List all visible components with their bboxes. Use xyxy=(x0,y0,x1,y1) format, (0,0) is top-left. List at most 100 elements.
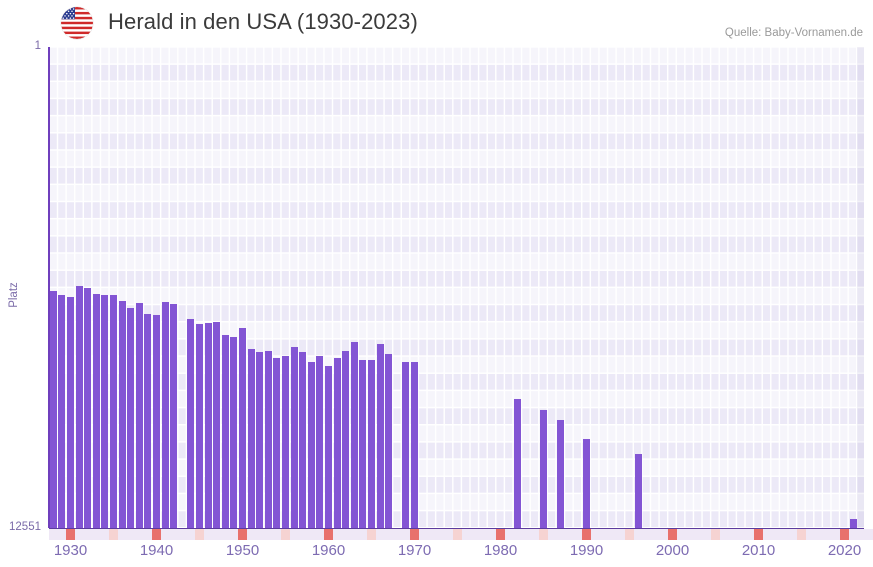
bar-2021[interactable] xyxy=(849,519,857,528)
bar-1951[interactable] xyxy=(247,348,255,528)
bar-1961[interactable] xyxy=(333,357,341,528)
x-tick-1995 xyxy=(625,529,634,540)
x-tick-1984 xyxy=(530,529,540,540)
x-tick-1952 xyxy=(255,529,264,540)
bar-1996[interactable] xyxy=(634,454,642,528)
x-tick-1964 xyxy=(358,529,368,540)
bar-1950[interactable] xyxy=(239,327,246,528)
x-tick-1955 xyxy=(281,529,290,540)
x-tick-1944 xyxy=(186,529,196,540)
bar-1967[interactable] xyxy=(385,353,393,528)
bar-1970[interactable] xyxy=(411,361,418,528)
bar-1952[interactable] xyxy=(256,351,264,528)
x-tick-1956 xyxy=(289,529,299,540)
x-axis-ticks xyxy=(0,529,873,541)
x-tick-1961 xyxy=(332,529,342,540)
bar-1933[interactable] xyxy=(92,294,100,528)
source-note: Quelle: Baby-Vornamen.de xyxy=(724,27,863,39)
bar-1945[interactable] xyxy=(196,324,203,528)
x-tick-1951 xyxy=(246,529,256,540)
bar-1947[interactable] xyxy=(213,321,221,528)
x-tick-1949 xyxy=(229,529,239,540)
x-axis-label-2000: 2000 xyxy=(655,542,690,559)
x-tick-1932 xyxy=(83,529,92,540)
x-tick-1972 xyxy=(427,529,436,540)
x-tick-2019 xyxy=(831,529,841,540)
bar-1939[interactable] xyxy=(144,314,152,528)
bar-1955[interactable] xyxy=(282,356,289,528)
bar-1949[interactable] xyxy=(230,337,238,528)
bar-1940[interactable] xyxy=(153,314,160,528)
x-axis-label-1930: 1930 xyxy=(53,542,88,559)
bar-1956[interactable] xyxy=(290,347,298,528)
x-tick-2014 xyxy=(788,529,798,540)
x-axis-line xyxy=(49,528,864,530)
x-tick-1966 xyxy=(375,529,385,540)
bar-1959[interactable] xyxy=(316,356,324,528)
x-tick-2018 xyxy=(823,529,832,540)
bar-1942[interactable] xyxy=(170,304,178,528)
bar-1941[interactable] xyxy=(161,302,169,528)
bar-1935[interactable] xyxy=(110,294,117,528)
bar-1985[interactable] xyxy=(540,410,547,528)
x-tick-1957 xyxy=(298,529,307,540)
x-tick-2009 xyxy=(745,529,755,540)
x-tick-1970 xyxy=(410,529,419,540)
bar-1957[interactable] xyxy=(299,351,307,528)
bar-1963[interactable] xyxy=(350,342,358,528)
x-tick-1948 xyxy=(221,529,230,540)
bar-1954[interactable] xyxy=(273,358,281,528)
bar-1982[interactable] xyxy=(514,398,522,528)
x-axis-label-1990: 1990 xyxy=(569,542,604,559)
bar-1931[interactable] xyxy=(75,286,83,528)
x-tick-2001 xyxy=(676,529,686,540)
bar-1932[interactable] xyxy=(84,288,92,528)
x-tick-2023 xyxy=(866,529,873,540)
x-axis-label-1960: 1960 xyxy=(311,542,346,559)
x-tick-1988 xyxy=(565,529,574,540)
bar-1990[interactable] xyxy=(583,439,590,528)
x-tick-1983 xyxy=(522,529,531,540)
x-tick-1974 xyxy=(444,529,454,540)
x-tick-2022 xyxy=(857,529,866,540)
bar-1966[interactable] xyxy=(376,344,384,528)
x-tick-1977 xyxy=(470,529,479,540)
bar-1958[interactable] xyxy=(307,362,315,528)
x-tick-1979 xyxy=(487,529,497,540)
bar-1987[interactable] xyxy=(557,419,565,528)
x-tick-1930 xyxy=(66,529,75,540)
y-axis-line xyxy=(48,47,50,528)
x-tick-1953 xyxy=(264,529,273,540)
x-axis-label-2020: 2020 xyxy=(827,542,862,559)
x-tick-2016 xyxy=(805,529,815,540)
bar-1930[interactable] xyxy=(67,296,74,528)
bar-1944[interactable] xyxy=(187,318,195,528)
x-tick-1959 xyxy=(315,529,325,540)
y-axis-top-label: 1 xyxy=(34,40,41,52)
bar-1953[interactable] xyxy=(264,350,272,528)
bar-1938[interactable] xyxy=(135,302,143,528)
bar-1964[interactable] xyxy=(359,360,367,528)
x-tick-1965 xyxy=(367,529,376,540)
x-tick-1986 xyxy=(547,529,557,540)
x-tick-1942 xyxy=(169,529,178,540)
bar-1969[interactable] xyxy=(402,361,410,528)
x-tick-1933 xyxy=(92,529,101,540)
bar-1934[interactable] xyxy=(101,294,109,528)
bar-1948[interactable] xyxy=(221,334,229,528)
x-tick-2008 xyxy=(737,529,746,540)
x-tick-2005 xyxy=(711,529,720,540)
bar-1928[interactable] xyxy=(49,291,57,528)
bar-1962[interactable] xyxy=(342,350,350,528)
bar-1937[interactable] xyxy=(127,307,135,528)
bar-1946[interactable] xyxy=(204,323,212,528)
x-tick-2012 xyxy=(771,529,780,540)
x-tick-1935 xyxy=(109,529,118,540)
bar-1929[interactable] xyxy=(58,295,66,528)
chart-title: Herald in den USA (1930-2023) xyxy=(108,9,418,34)
bar-1960[interactable] xyxy=(325,366,332,528)
x-axis-label-1980: 1980 xyxy=(483,542,518,559)
bar-1936[interactable] xyxy=(118,301,126,528)
bar-1965[interactable] xyxy=(368,360,375,528)
x-tick-2020 xyxy=(840,529,849,540)
